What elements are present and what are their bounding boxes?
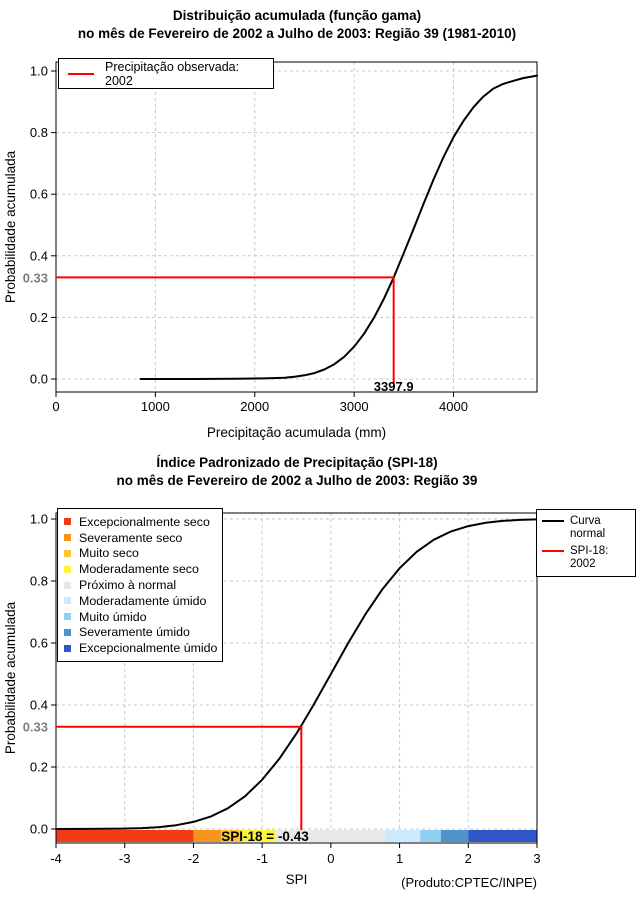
- category-color-swatch: [64, 549, 71, 557]
- legend-category-item: Muito úmido: [64, 609, 216, 625]
- spi-chart-title-line2: no mês de Fevereiro de 2002 a Julho de 2…: [116, 473, 478, 488]
- footer-credit: (Produto:CPTEC/INPE): [401, 875, 537, 890]
- category-color-swatch: [64, 613, 71, 621]
- legend-spi-2002-label: SPI-18: 2002: [570, 545, 609, 570]
- plot-box: [55, 512, 538, 844]
- category-color-swatch: [64, 534, 71, 542]
- x-tick-label: 0: [52, 399, 59, 414]
- legend-curve-normal-label: Curva normal: [570, 515, 606, 540]
- legend-spi-categories: Excepcionalmente seco Severamente seco Mui…: [57, 508, 223, 663]
- legend-category-item: Próximo à normal: [64, 577, 216, 593]
- category-color-swatch: [64, 581, 71, 589]
- y-tick-label: 0.6: [30, 636, 48, 651]
- plot-box: [55, 61, 538, 393]
- red-line-swatch: [542, 550, 564, 552]
- category-color-swatch: [64, 518, 71, 526]
- gamma-cdf-plot: 0 1000 2000 3000 4000 0.0 0.2 0.4 0.6 0.8 1.0 0.33 3…: [3, 61, 538, 440]
- y-tick-label: 0.4: [30, 248, 48, 263]
- x-axis-title: Precipitação acumulada (mm): [207, 425, 386, 440]
- colorbar-segment: [440, 830, 469, 842]
- marker-x-value-label: 3397.9: [374, 379, 414, 394]
- y-tick-label: 1.0: [30, 512, 48, 527]
- legend-category-label: Próximo à normal: [79, 578, 177, 593]
- x-tick-label: 4000: [439, 399, 468, 414]
- marker-probability-label: 0.33: [23, 720, 48, 735]
- legend-observed-precipitation-label: Precipitação observada: 2002: [105, 59, 240, 88]
- legend-category-item: Moderadamente seco: [64, 561, 216, 577]
- colorbar-segment: [385, 830, 421, 842]
- cdf-curve: [55, 518, 538, 830]
- colorbar-segment: [468, 830, 537, 842]
- marker-probability-label: 0.33: [23, 270, 48, 285]
- x-tick-label: -4: [50, 851, 62, 866]
- spi-chart-title: Índice Padronizado de Precipitação (SPI-…: [0, 454, 594, 490]
- category-color-swatch: [64, 565, 71, 573]
- legend-spi-2002: SPI-18: 2002: [542, 545, 630, 571]
- x-tick-label: 0: [327, 851, 334, 866]
- legend-category-item: Excepcionalmente seco: [64, 514, 216, 530]
- spi-value-annotation: SPI-18 = -0.43: [221, 829, 309, 844]
- gamma-chart-title-line1: Distribuição acumulada (função gama): [172, 8, 422, 23]
- legend-category-label: Excepcionalmente seco: [79, 514, 210, 529]
- x-axis-title: SPI: [286, 872, 308, 887]
- y-tick-label: 0.4: [30, 698, 48, 713]
- legend-category-label: Moderadamente seco: [79, 562, 199, 577]
- y-tick-label: 0.0: [30, 372, 48, 387]
- colorbar-segment: [193, 830, 221, 842]
- category-color-swatch: [64, 628, 71, 636]
- y-tick-label: 0.2: [30, 310, 48, 325]
- y-axis-title: Probabilidade acumulada: [3, 150, 18, 303]
- legend-category-item: Moderadamente úmido: [64, 593, 216, 609]
- legend-category-item: Severamente úmido: [64, 625, 216, 641]
- legend-observed-precipitation: Precipitação observada: 2002: [58, 58, 274, 89]
- y-tick-label: 0.8: [30, 125, 48, 140]
- black-line-swatch: [542, 520, 564, 522]
- y-tick-label: 0.2: [30, 760, 48, 775]
- y-tick-label: 0.8: [30, 574, 48, 589]
- y-axis-title: Probabilidade acumulada: [3, 601, 18, 754]
- legend-category-item: Excepcionalmente úmido: [64, 640, 218, 656]
- x-tick-label: 1: [396, 851, 403, 866]
- legend-category-label: Muito seco: [79, 546, 139, 561]
- x-tick-label: 3000: [340, 399, 369, 414]
- colorbar-segment: [275, 830, 386, 842]
- red-line-swatch: [68, 72, 94, 75]
- x-tick-label: 2: [465, 851, 472, 866]
- x-tick-label: 2000: [240, 399, 269, 414]
- colorbar-segment: [56, 830, 194, 842]
- x-tick-label: -2: [188, 851, 200, 866]
- legend-category-label: Severamente seco: [79, 530, 183, 545]
- legend-category-item: Muito seco: [64, 546, 216, 562]
- y-tick-label: 1.0: [30, 64, 48, 79]
- gamma-chart-title-line2: no mês de Fevereiro de 2002 a Julho de 2…: [77, 26, 517, 41]
- legend-category-label: Moderadamente úmido: [79, 593, 207, 608]
- cdf-curve: [139, 74, 538, 380]
- y-tick-label: 0.0: [30, 822, 48, 837]
- legend-category-label: Muito úmido: [79, 609, 147, 624]
- x-tick-label: -3: [119, 851, 131, 866]
- spi-chart-title-line1: Índice Padronizado de Precipitação (SPI-…: [156, 455, 438, 470]
- colorbar-segment: [241, 830, 276, 842]
- x-tick-label: 3: [533, 851, 540, 866]
- category-color-swatch: [64, 644, 71, 652]
- legend-curves: Curva normal SPI-18: 2002: [536, 509, 636, 577]
- colorbar-segment: [220, 830, 242, 842]
- legend-category-label: Excepcionalmente úmido: [79, 641, 218, 656]
- gamma-chart-title: Distribuição acumulada (função gama) no …: [0, 7, 594, 43]
- legend-curve-normal: Curva normal: [542, 515, 630, 541]
- legend-category-label: Severamente úmido: [79, 625, 190, 640]
- legend-category-item: Severamente seco: [64, 530, 216, 546]
- category-color-swatch: [64, 597, 71, 605]
- y-tick-label: 0.6: [30, 187, 48, 202]
- colorbar-segment: [420, 830, 441, 842]
- x-tick-label: 1000: [141, 399, 170, 414]
- x-tick-label: -1: [256, 851, 268, 866]
